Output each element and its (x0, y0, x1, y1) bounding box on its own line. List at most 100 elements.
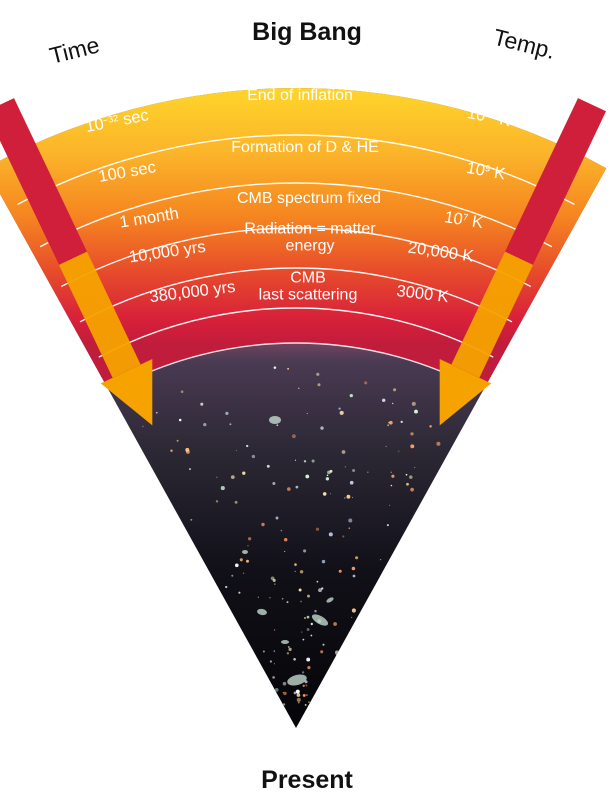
galaxy-dot (302, 693, 306, 697)
galaxy-dot (346, 494, 351, 499)
galaxy-dot (286, 601, 289, 604)
galaxy-dot (325, 477, 330, 481)
galaxy-dot (295, 689, 300, 694)
galaxy-dot (410, 487, 414, 492)
galaxy-dot (300, 600, 302, 603)
galaxy-dot (273, 583, 276, 585)
galaxy-dot (269, 660, 273, 663)
galaxy-dot (351, 608, 356, 613)
galaxy-dot (286, 652, 290, 655)
galaxy-dot (389, 420, 393, 425)
epoch-boundary-line (114, 342, 478, 389)
galaxy-dot (189, 468, 191, 471)
galaxy-dot (351, 566, 356, 571)
epoch-boundary-line (60, 227, 532, 288)
galaxy-dot (409, 475, 413, 479)
galaxy-dot (385, 445, 387, 448)
axis-bar-top (0, 98, 87, 265)
galaxy-dot (344, 497, 346, 499)
galaxy-dot (215, 500, 219, 503)
galaxy-dot (393, 388, 397, 392)
galaxy-dot (284, 550, 286, 553)
galaxy (311, 614, 329, 626)
galaxy-dot (339, 410, 344, 415)
galaxy-dot (298, 387, 300, 389)
epoch-name-label: CMB (290, 270, 326, 287)
galaxy-dot (305, 474, 310, 479)
galaxy-dot (295, 485, 299, 489)
epoch-temp-label: 109 K (465, 159, 507, 183)
galaxy-dot (329, 469, 333, 473)
galaxy-dot (238, 591, 241, 594)
galaxy-dot (306, 694, 308, 696)
galaxy-dot (429, 425, 432, 428)
galaxy-dot (326, 474, 329, 476)
galaxy-dot (272, 578, 276, 582)
galaxy-dot (303, 460, 307, 463)
galaxy-dot (257, 596, 259, 598)
galaxy-dot (247, 545, 249, 547)
galaxy-dot (314, 609, 317, 613)
galaxy-dot (311, 459, 315, 463)
galaxy-dot (355, 556, 359, 560)
galaxy-dot (269, 597, 271, 599)
temperature-axis-label: Temp. (491, 24, 558, 64)
galaxy-dot (379, 558, 382, 561)
galaxy-dot (341, 450, 346, 454)
galaxy-dot (247, 537, 252, 541)
epoch-time-label: 10−32 sec (84, 106, 150, 136)
galaxy-dot (180, 390, 184, 394)
galaxy-dot (310, 622, 313, 626)
galaxy (269, 416, 281, 424)
galaxy-dot (351, 616, 353, 618)
galaxy-dot (242, 572, 245, 574)
galaxy-dot (349, 393, 353, 398)
galaxy-dot (246, 559, 249, 563)
galaxy-dot (190, 518, 193, 521)
axis-arrow-head (439, 359, 492, 426)
galaxy-dot (225, 411, 229, 415)
galaxy-dot (381, 398, 386, 403)
galaxy-dot (275, 516, 279, 520)
galaxy-dot (287, 367, 290, 370)
galaxy-dot (352, 574, 356, 578)
galaxy-dot (390, 484, 393, 487)
galaxy-dot (273, 366, 277, 369)
epoch-temp-label: 1019 K (466, 104, 513, 130)
galaxy-dot (297, 701, 300, 704)
galaxy-dot (220, 486, 225, 491)
galaxy-dot (398, 450, 400, 452)
galaxy-dot (364, 381, 368, 385)
galaxy-dot (262, 650, 265, 653)
galaxy-dot (306, 657, 311, 662)
galaxy-dot (306, 615, 310, 619)
galaxy-dot (272, 481, 276, 486)
galaxy-dot (294, 563, 297, 566)
galaxy-dot (400, 420, 403, 424)
galaxy-dot (333, 622, 337, 626)
galaxy (326, 597, 334, 603)
galaxy-dot (302, 638, 305, 641)
galaxy-dot (305, 684, 308, 687)
galaxy-dot (303, 549, 307, 553)
temperature-axis-bar (439, 98, 606, 426)
galaxy-dot (322, 492, 327, 496)
epoch-name-label: energy (286, 238, 335, 255)
galaxy-dot (352, 469, 356, 472)
galaxy-dot (235, 449, 237, 452)
galaxy-dot (303, 616, 307, 620)
galaxy-dot (178, 418, 182, 422)
axis-bar-top (505, 98, 606, 265)
galaxy-dot (306, 413, 308, 414)
galaxy-dot (310, 634, 313, 637)
epoch-name-label: Radiation = matter (244, 221, 376, 238)
galaxy-dot (328, 532, 333, 537)
galaxy (287, 674, 307, 686)
galaxy-dot (387, 424, 390, 427)
galaxy-dot (142, 425, 144, 428)
temp-start-value: ∞ (498, 69, 520, 99)
galaxy-dot (315, 527, 320, 531)
galaxy-dot (283, 691, 287, 696)
galaxy-dot (411, 401, 416, 406)
galaxy-dot (410, 432, 414, 436)
